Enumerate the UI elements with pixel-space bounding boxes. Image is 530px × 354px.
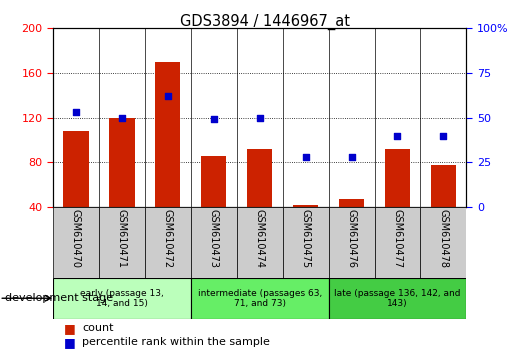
Text: GSM610470: GSM610470 xyxy=(71,209,81,268)
Bar xyxy=(53,278,191,319)
Point xyxy=(302,154,310,160)
Point xyxy=(118,115,126,120)
Bar xyxy=(385,149,410,207)
Text: GSM610477: GSM610477 xyxy=(393,209,402,268)
Text: GDS3894 / 1446967_at: GDS3894 / 1446967_at xyxy=(180,14,350,30)
Text: early (passage 13,
14, and 15): early (passage 13, 14, and 15) xyxy=(80,289,164,308)
Bar xyxy=(145,207,191,278)
Point xyxy=(209,117,218,122)
Bar xyxy=(53,207,99,278)
Bar xyxy=(109,118,135,207)
Text: intermediate (passages 63,
71, and 73): intermediate (passages 63, 71, and 73) xyxy=(198,289,322,308)
Point xyxy=(164,93,172,99)
Bar xyxy=(155,62,180,207)
Point xyxy=(439,133,448,138)
Text: late (passage 136, 142, and
143): late (passage 136, 142, and 143) xyxy=(334,289,461,308)
Text: development stage: development stage xyxy=(5,293,113,303)
Bar xyxy=(191,278,329,319)
Bar xyxy=(247,149,272,207)
Bar xyxy=(375,207,420,278)
Point xyxy=(72,109,80,115)
Bar xyxy=(339,199,364,207)
Bar xyxy=(420,207,466,278)
Text: ■: ■ xyxy=(64,336,75,349)
Bar xyxy=(191,207,237,278)
Point xyxy=(393,133,402,138)
Bar xyxy=(99,207,145,278)
Text: GSM610472: GSM610472 xyxy=(163,209,173,268)
Point xyxy=(255,115,264,120)
Bar xyxy=(237,207,282,278)
Text: GSM610475: GSM610475 xyxy=(301,209,311,268)
Bar xyxy=(293,205,318,207)
Text: count: count xyxy=(82,323,113,333)
Bar xyxy=(431,165,456,207)
Text: percentile rank within the sample: percentile rank within the sample xyxy=(82,337,270,348)
Text: GSM610478: GSM610478 xyxy=(438,209,448,268)
Text: GSM610473: GSM610473 xyxy=(209,209,219,268)
Text: GSM610474: GSM610474 xyxy=(255,209,264,268)
Bar xyxy=(64,131,89,207)
Bar xyxy=(201,156,226,207)
Text: GSM610476: GSM610476 xyxy=(347,209,357,268)
Bar xyxy=(329,278,466,319)
Text: GSM610471: GSM610471 xyxy=(117,209,127,268)
Bar xyxy=(329,207,375,278)
Point xyxy=(347,154,356,160)
Text: ■: ■ xyxy=(64,322,75,335)
Bar xyxy=(282,207,329,278)
